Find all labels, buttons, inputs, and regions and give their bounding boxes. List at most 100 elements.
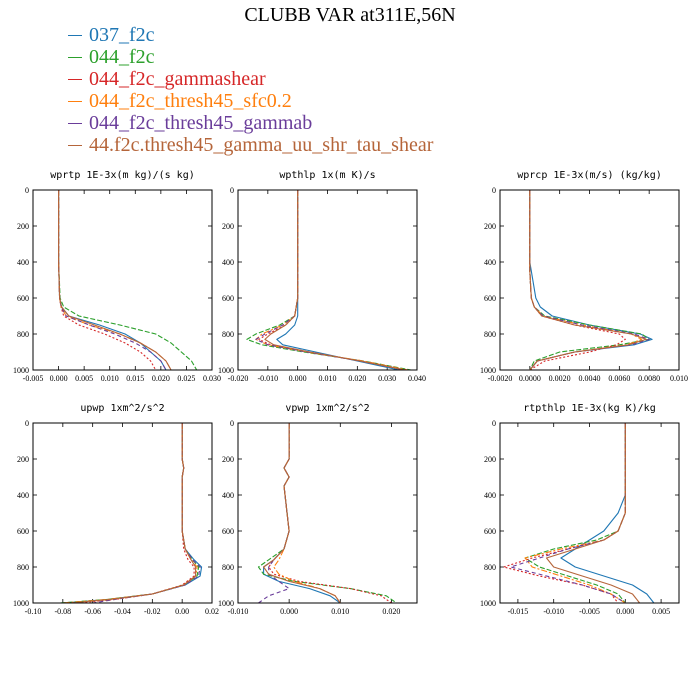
series-line [58, 190, 172, 371]
series-line [92, 423, 201, 604]
x-tick-label: 0.000 [616, 607, 634, 616]
x-tick-label: 0.005 [75, 374, 93, 383]
y-tick-label: 600 [222, 294, 234, 303]
x-tick-label: 0.0080 [638, 374, 660, 383]
legend-item: 44.f2c.thresh45_gamma_uu_shr_tau_shear [68, 134, 433, 156]
y-tick-label: 200 [222, 222, 234, 231]
series-line [524, 423, 626, 604]
series-line [58, 190, 198, 371]
series-line [545, 423, 641, 604]
x-tick-label: -0.020 [228, 374, 249, 383]
x-tick-label: -0.10 [25, 607, 42, 616]
plot-frame [237, 189, 418, 371]
plot-frame [499, 422, 680, 604]
y-tick-label: 0 [25, 186, 29, 195]
y-tick-label: 0 [25, 419, 29, 428]
x-tick-label: 0.020 [382, 607, 400, 616]
x-tick-label: -0.06 [84, 607, 101, 616]
x-tick-label: -0.010 [257, 374, 278, 383]
legend-label: 037_f2c [89, 23, 155, 46]
legend-swatch [68, 34, 82, 36]
x-tick-label: 0.010 [101, 374, 119, 383]
x-tick-label: -0.02 [144, 607, 161, 616]
series-line [529, 190, 647, 371]
x-tick-label: 0.030 [203, 374, 221, 383]
y-tick-label: 200 [484, 222, 496, 231]
y-tick-label: 400 [17, 258, 29, 267]
x-tick-label: 0.000 [289, 374, 307, 383]
plot-frame [32, 189, 213, 371]
x-tick-label: 0.005 [652, 607, 670, 616]
y-tick-label: 400 [484, 491, 496, 500]
x-tick-label: -0.015 [508, 607, 529, 616]
y-tick-label: 800 [484, 563, 496, 572]
legend-item: 044_f2c_thresh45_sfc0.2 [68, 90, 433, 112]
legend-item: 044_f2c [68, 46, 433, 68]
y-tick-label: 200 [17, 455, 29, 464]
x-tick-label: -0.005 [23, 374, 44, 383]
legend-swatch [68, 122, 82, 124]
series-line [255, 190, 406, 371]
y-tick-label: 0 [492, 419, 496, 428]
y-tick-label: 800 [17, 330, 29, 339]
y-tick-label: 1000 [480, 599, 496, 608]
x-tick-label: -0.005 [579, 607, 600, 616]
x-tick-label: 0.0040 [579, 374, 601, 383]
series-line [59, 423, 200, 604]
x-tick-label: -0.08 [54, 607, 71, 616]
legend-label: 044_f2c_thresh45_sfc0.2 [89, 89, 292, 112]
series-line [58, 190, 167, 371]
y-tick-label: 600 [484, 294, 496, 303]
series-line [77, 423, 195, 604]
y-tick-label: 400 [484, 258, 496, 267]
y-tick-label: 200 [484, 455, 496, 464]
x-tick-label: -0.0020 [488, 374, 513, 383]
legend-swatch [68, 100, 82, 102]
series-line [276, 190, 400, 371]
series-line [263, 423, 341, 604]
panel-title: rtpthlp 1E-3x(kg K)/kg [523, 403, 655, 414]
x-tick-label: 0.0060 [608, 374, 630, 383]
x-tick-label: 0.010 [319, 374, 337, 383]
series-line [58, 190, 172, 371]
series-line [503, 423, 626, 604]
y-tick-label: 0 [230, 419, 234, 428]
chart-panel: wprtp 1E-3x(m kg)/(s kg) -0.005 0.000 0.005… [13, 170, 221, 383]
x-tick-label: 0.020 [348, 374, 366, 383]
chart-panel: wprcp 1E-3x(m/s) (kg/kg) -0.0020 0.0000 0.0… [480, 170, 688, 383]
y-tick-label: 600 [17, 294, 29, 303]
x-tick-label: 0.015 [126, 374, 144, 383]
series-line [273, 423, 341, 604]
y-tick-label: 800 [222, 563, 234, 572]
x-tick-label: 0.025 [177, 374, 195, 383]
legend-label: 044_f2c_thresh45_gammab [89, 111, 313, 134]
y-tick-label: 1000 [218, 599, 234, 608]
legend-label: 44.f2c.thresh45_gamma_uu_shr_tau_shear [89, 133, 434, 156]
y-tick-label: 1000 [480, 366, 496, 375]
y-tick-label: 0 [230, 186, 234, 195]
panel-title: upwp 1xm^2/s^2 [80, 403, 164, 414]
legend-item: 044_f2c_gammashear [68, 68, 433, 90]
series-line [58, 190, 167, 371]
series-line [258, 423, 290, 604]
y-tick-label: 800 [17, 563, 29, 572]
x-tick-label: 0.020 [152, 374, 170, 383]
x-tick-label: -0.010 [228, 607, 249, 616]
chart-panel: rtpthlp 1E-3x(kg K)/kg -0.015 -0.010 -0.005… [480, 403, 680, 616]
x-tick-label: 0.02 [205, 607, 219, 616]
plot-frame [32, 422, 213, 604]
legend-swatch [68, 144, 82, 146]
x-tick-label: 0.040 [408, 374, 426, 383]
x-tick-label: 0.00 [175, 607, 189, 616]
y-tick-label: 400 [222, 491, 234, 500]
x-tick-label: 0.000 [280, 607, 298, 616]
series-line [560, 423, 655, 604]
x-tick-label: 0.000 [50, 374, 68, 383]
y-tick-label: 800 [484, 330, 496, 339]
y-tick-label: 600 [17, 527, 29, 536]
legend-swatch [68, 56, 82, 58]
series-line [70, 423, 197, 604]
chart-panel: wpthlp 1x(m K)/s -0.020 -0.010 0.000 0.010 0.… [218, 170, 426, 383]
series-line [264, 190, 406, 371]
x-tick-label: 0.010 [670, 374, 688, 383]
